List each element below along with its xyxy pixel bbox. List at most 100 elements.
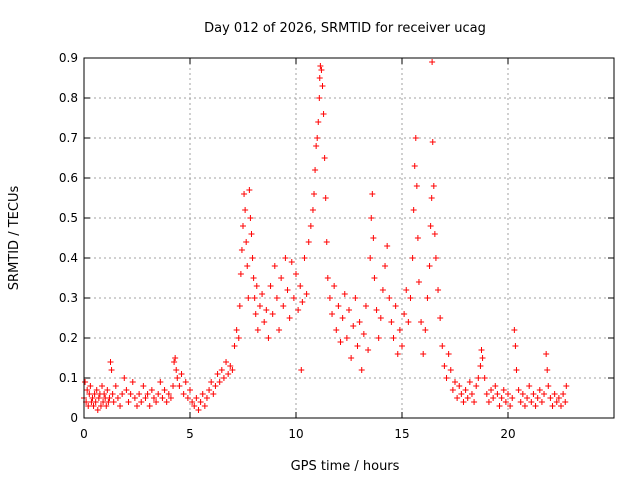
data-point xyxy=(117,403,124,409)
x-tick-label: 10 xyxy=(288,427,303,441)
data-point xyxy=(358,367,365,373)
data-point xyxy=(91,391,98,397)
data-point xyxy=(231,343,238,349)
data-point xyxy=(437,315,444,321)
data-point xyxy=(329,311,336,317)
data-point xyxy=(536,387,543,393)
data-point xyxy=(95,395,102,401)
data-point xyxy=(339,315,346,321)
data-point xyxy=(471,399,478,405)
data-point xyxy=(94,407,101,413)
data-point xyxy=(407,295,414,301)
data-point xyxy=(125,399,132,405)
data-point xyxy=(119,391,126,397)
data-point xyxy=(369,191,376,197)
data-point xyxy=(498,395,505,401)
data-point xyxy=(466,379,473,385)
data-point xyxy=(187,387,193,393)
data-point xyxy=(236,303,243,309)
data-point xyxy=(105,399,112,405)
data-point xyxy=(104,387,111,393)
data-point xyxy=(114,395,121,401)
data-point xyxy=(216,379,223,385)
data-point xyxy=(206,387,213,393)
data-point xyxy=(452,379,458,385)
data-point xyxy=(155,391,162,397)
data-point xyxy=(541,391,548,397)
data-point xyxy=(413,183,420,189)
data-point xyxy=(163,399,170,405)
data-point xyxy=(382,263,389,269)
data-point xyxy=(411,163,418,169)
data-point xyxy=(346,307,352,313)
y-tick-label: 0.3 xyxy=(59,291,78,305)
data-point xyxy=(261,319,268,325)
data-point xyxy=(82,379,89,385)
data-point xyxy=(420,351,427,357)
data-point xyxy=(123,387,130,393)
data-point xyxy=(549,403,556,409)
data-point xyxy=(462,387,469,393)
data-point xyxy=(321,155,328,161)
x-axis-label: GPS time / hours xyxy=(291,459,400,474)
data-point xyxy=(545,383,552,389)
data-point xyxy=(447,367,454,373)
data-point xyxy=(449,387,456,393)
data-point xyxy=(159,395,166,401)
data-point xyxy=(180,391,187,397)
data-point xyxy=(377,315,384,321)
data-point xyxy=(129,379,136,385)
data-point xyxy=(481,375,488,381)
data-point xyxy=(371,275,378,281)
data-point xyxy=(197,399,204,405)
data-point xyxy=(201,403,208,409)
data-point xyxy=(316,75,323,81)
data-point xyxy=(110,399,117,405)
data-point xyxy=(214,371,221,377)
data-point xyxy=(409,255,416,261)
data-point xyxy=(479,355,486,361)
data-point xyxy=(429,59,436,65)
data-point xyxy=(432,255,439,261)
data-point xyxy=(144,391,151,397)
data-point xyxy=(311,191,318,197)
data-point xyxy=(439,343,446,349)
data-point xyxy=(560,391,567,397)
data-point xyxy=(301,255,308,261)
data-point xyxy=(273,295,280,301)
data-point xyxy=(509,395,516,401)
data-point xyxy=(443,375,450,381)
data-point xyxy=(505,391,511,397)
data-point xyxy=(174,375,181,381)
data-point xyxy=(218,367,225,373)
data-point xyxy=(271,263,278,269)
data-point xyxy=(101,391,108,397)
data-point xyxy=(191,403,198,409)
data-point xyxy=(538,399,545,405)
data-point xyxy=(150,395,157,401)
data-point xyxy=(103,403,110,409)
data-point xyxy=(401,311,408,317)
x-tick-label: 20 xyxy=(500,427,515,441)
data-point xyxy=(350,323,357,329)
data-point xyxy=(136,391,143,397)
data-point xyxy=(326,295,333,301)
data-point xyxy=(524,395,531,401)
data-point xyxy=(473,383,480,389)
data-point xyxy=(165,391,172,397)
data-point xyxy=(445,351,452,357)
y-tick-label: 0 xyxy=(70,411,78,425)
data-point xyxy=(405,319,412,325)
data-point xyxy=(210,391,217,397)
data-point xyxy=(526,383,533,389)
data-point xyxy=(259,291,266,297)
data-point xyxy=(195,407,202,413)
data-point xyxy=(512,343,519,349)
data-point xyxy=(483,391,490,397)
grid xyxy=(84,58,614,418)
data-point xyxy=(544,367,551,373)
data-point xyxy=(84,387,91,393)
data-point xyxy=(148,387,155,393)
data-point xyxy=(528,399,535,405)
data-point xyxy=(161,387,168,393)
